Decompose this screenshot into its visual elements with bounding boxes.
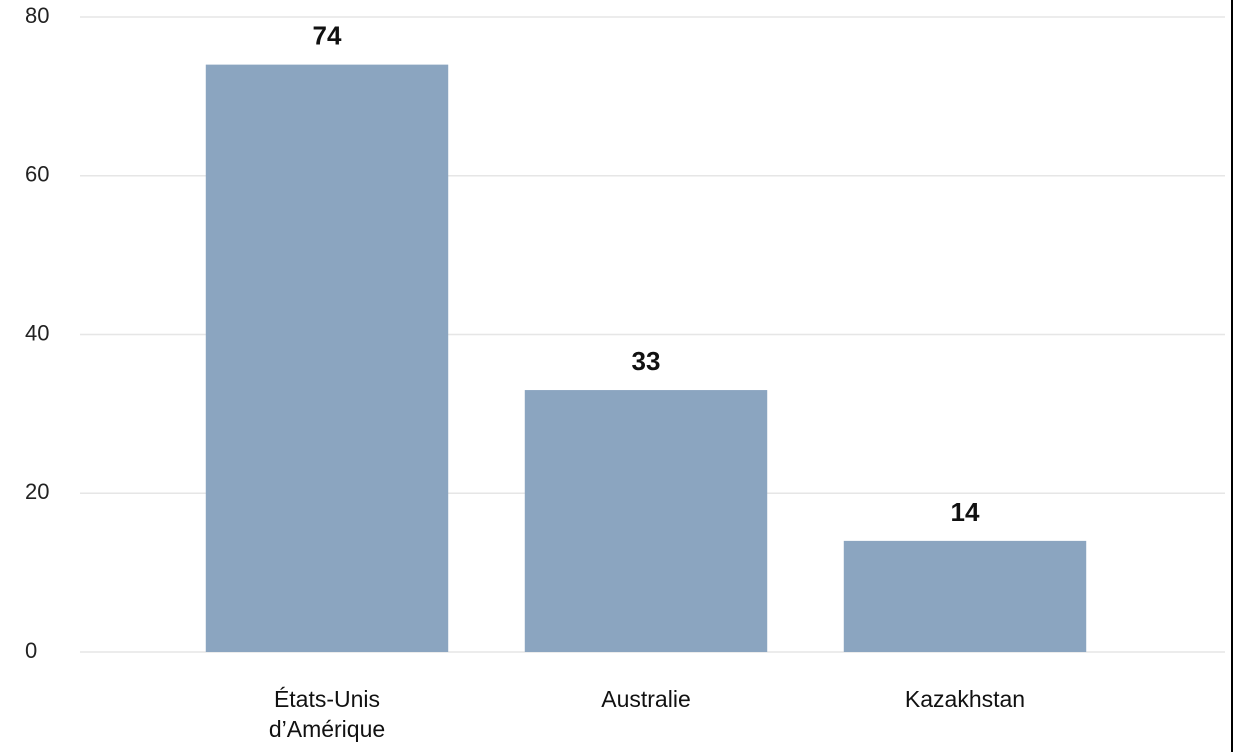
- y-tick-label: 80: [25, 3, 49, 28]
- x-tick-label: Australie: [601, 686, 691, 712]
- bar: [843, 540, 1087, 652]
- x-tick-label: États-Unis d’Amérique: [268, 686, 386, 742]
- y-tick-label: 40: [25, 320, 49, 345]
- bar: [524, 390, 768, 652]
- y-tick-label: 20: [25, 479, 49, 504]
- y-tick-label: 60: [25, 162, 49, 187]
- x-tick-label: Kazakhstan: [904, 686, 1026, 712]
- value-label: 33: [632, 346, 661, 376]
- value-label: 74: [313, 21, 342, 51]
- y-tick-label: 0: [25, 638, 37, 663]
- value-label: 14: [951, 497, 980, 527]
- bar: [205, 64, 449, 652]
